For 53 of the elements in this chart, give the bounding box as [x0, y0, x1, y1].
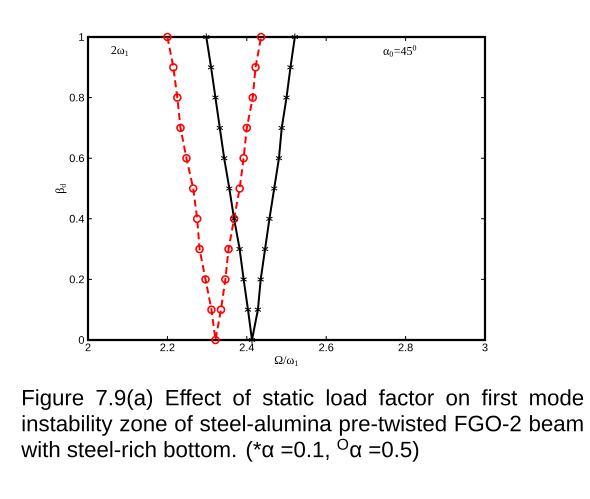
point — [239, 154, 248, 162]
x-axis-title: Ω/ω$_{1}$ — [274, 356, 298, 366]
point — [240, 275, 248, 284]
point — [254, 306, 262, 314]
y-tick-label: 0.2 — [70, 276, 84, 284]
caption: Figure 7.9(a) Effect of static load factor on first mode instability zone of steel-alumina pre-twisted FGO-2 beam with steel-rich bottom. (*α =0.1, $^{O}$α =0.5) — [21, 389, 584, 462]
point — [270, 184, 278, 192]
point — [207, 305, 216, 314]
point — [220, 154, 228, 162]
point — [242, 124, 252, 132]
point — [235, 184, 244, 193]
point — [211, 336, 220, 344]
point — [221, 275, 230, 284]
point — [251, 62, 260, 72]
x-tick-label: 2.2 — [160, 344, 174, 352]
x-tick-label: 3 — [482, 344, 488, 352]
point — [236, 245, 244, 254]
point — [266, 214, 273, 223]
point — [202, 32, 210, 41]
point — [188, 184, 198, 193]
point — [195, 244, 204, 254]
point — [262, 245, 269, 254]
point — [226, 184, 233, 192]
point — [216, 124, 224, 132]
point — [278, 124, 286, 132]
point — [256, 32, 266, 42]
point — [169, 62, 178, 72]
point — [224, 244, 233, 254]
y-tick-label: 0.4 — [70, 214, 84, 223]
point — [163, 32, 172, 42]
point — [192, 214, 202, 224]
y-axis-title: β$_{d}$ — [55, 184, 66, 194]
point — [291, 32, 298, 41]
point — [182, 154, 191, 162]
x-tick-label: 2 — [86, 344, 90, 352]
x-tick-label: 2.6 — [319, 344, 334, 352]
y-tick-label: 0.8 — [70, 94, 84, 102]
annotation: α$_{0}$=45$^{0}$ — [383, 45, 416, 57]
point — [248, 93, 258, 102]
point — [275, 154, 282, 162]
point — [216, 305, 226, 314]
point — [173, 93, 182, 102]
point — [208, 63, 215, 72]
y-tick-label: 0.6 — [70, 154, 84, 162]
point — [201, 275, 210, 284]
y-tick-label: 1 — [79, 33, 84, 41]
point — [176, 124, 185, 132]
x-tick-label: 2.4 — [240, 344, 254, 352]
y-tick-label: 0 — [78, 336, 84, 344]
x-tick-label: 2.8 — [398, 344, 413, 352]
point — [257, 275, 264, 284]
annotation: 2ω$_{1}$ — [111, 46, 128, 56]
point — [212, 94, 219, 102]
